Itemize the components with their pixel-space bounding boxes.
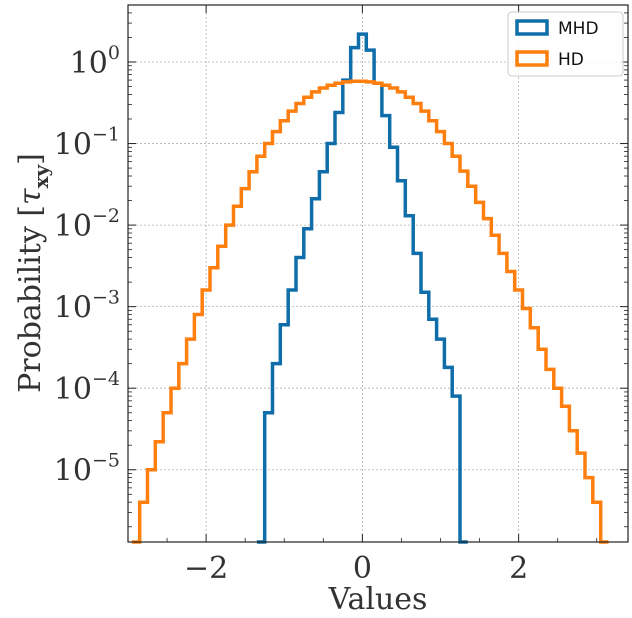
y-tick-label: 10−5 <box>54 450 120 489</box>
legend-swatch-mhd <box>515 19 549 36</box>
y-tick-label: 100 <box>70 42 120 81</box>
ticks: −2 0 2 100 10−1 10−2 10−3 10−4 10−5 <box>54 4 628 586</box>
plot-frame <box>127 4 629 543</box>
x-tick-label: 0 <box>353 551 372 586</box>
series-layer <box>131 32 609 544</box>
x-axis-label: Values <box>328 582 428 617</box>
y-axis-label-symbol: τ <box>13 188 48 205</box>
y-tick-label: 10−2 <box>54 205 120 244</box>
y-axis-label-subscript: xy <box>29 163 53 188</box>
legend-label-hd: HD <box>558 50 584 70</box>
legend-label-mhd: MHD <box>558 19 599 39</box>
x-tick-label: −2 <box>184 551 228 586</box>
grid <box>128 5 628 542</box>
y-tick-label: 10−1 <box>54 124 120 163</box>
x-tick-label: 2 <box>509 551 528 586</box>
series-line-mhd <box>256 32 468 544</box>
y-axis-label-text: Probability <box>13 226 48 393</box>
legend-frame <box>507 11 624 77</box>
legend-swatch-hd <box>515 50 549 67</box>
series-line-hd <box>131 79 609 544</box>
legend: MHD HD <box>507 11 624 77</box>
y-tick-label: 10−3 <box>54 287 120 326</box>
y-axis-label: Probability [τxy] <box>13 153 53 393</box>
y-tick-label: 10−4 <box>54 368 120 407</box>
